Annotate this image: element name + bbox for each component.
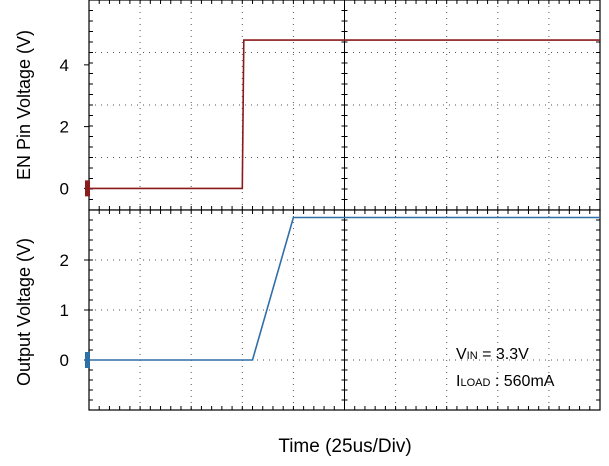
bottom-panel: 0 1 2 Output Voltage (V): [14, 209, 601, 411]
top-series-line: [89, 39, 600, 190]
bottom-y-tick-label: 1: [60, 301, 69, 320]
top-ground-marker: [85, 180, 90, 197]
top-y-tick-label: 0: [60, 179, 69, 198]
top-panel-trace: [85, 39, 600, 197]
conditions-annotation: VIN = 3.3V ILOAD : 560mA: [456, 346, 555, 390]
bottom-y-tick-label: 0: [60, 351, 69, 370]
bottom-ground-marker: [85, 352, 90, 368]
bottom-panel-trace: [85, 216, 600, 368]
top-panel-grid: [89, 0, 600, 210]
bottom-ylabel: Output Voltage (V): [14, 238, 34, 386]
top-y-tick-label: 4: [60, 56, 69, 75]
vin-annotation: VIN = 3.3V: [456, 346, 529, 363]
top-ylabel: EN Pin Voltage (V): [14, 30, 34, 180]
bottom-panel-grid: [89, 210, 600, 410]
top-y-tick-label: 2: [60, 118, 69, 137]
top-panel-y-ticks: 0 2 4: [60, 56, 89, 198]
iload-annotation: ILOAD : 560mA: [456, 373, 555, 390]
top-panel: 0 2 4 EN Pin Voltage (V): [14, 0, 601, 211]
bottom-series-line: [89, 216, 600, 361]
x-axis-label: Time (25us/Div): [278, 436, 411, 457]
bottom-y-tick-label: 2: [60, 251, 69, 270]
bottom-panel-y-ticks: 0 1 2: [60, 251, 89, 370]
